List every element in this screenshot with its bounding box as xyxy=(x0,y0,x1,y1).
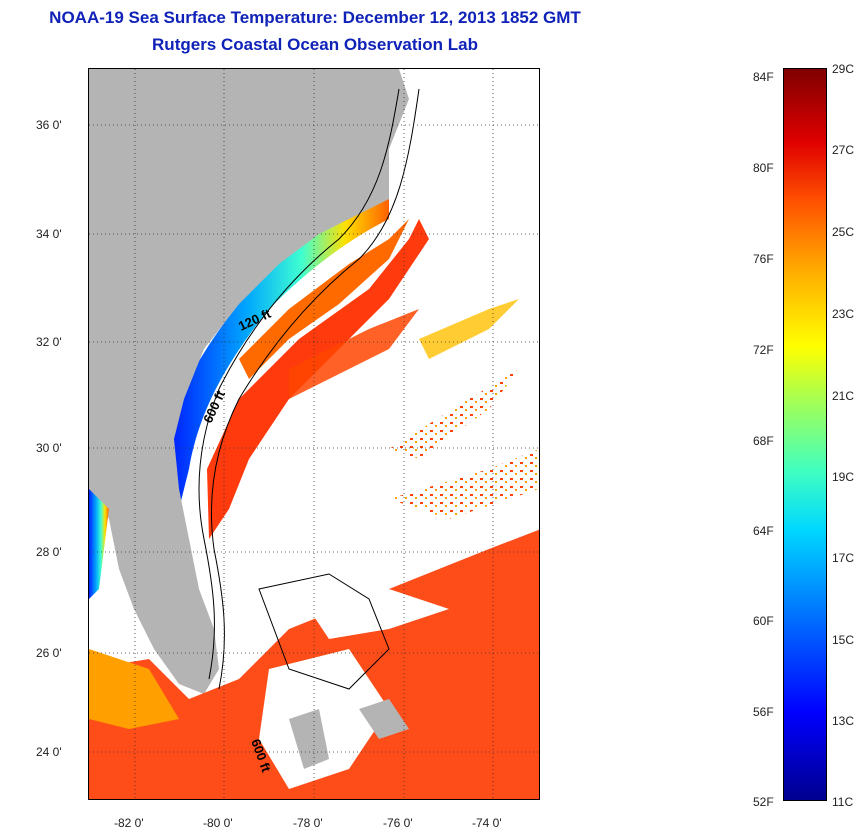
scattered-cloud-gaps-2 xyxy=(389,449,539,519)
cb-label-27c: 27C xyxy=(832,143,855,157)
cb-label-17c: 17C xyxy=(832,551,855,565)
land-bahamas xyxy=(289,709,329,769)
cb-label-84f: 84F xyxy=(753,70,774,84)
lat-tick-28: 28 0' xyxy=(36,545,62,559)
cb-label-23c: 23C xyxy=(832,307,855,321)
lat-tick-30: 30 0' xyxy=(36,441,62,455)
sst-map: 120 ft 600 ft 600 ft xyxy=(88,68,540,800)
lon-tick-80: -80 0' xyxy=(203,816,233,830)
cb-label-21c: 21C xyxy=(832,389,855,403)
gulf-coast-water xyxy=(89,489,109,599)
map-graticule xyxy=(89,69,539,799)
lon-tick-78: -78 0' xyxy=(293,816,323,830)
gulf-stream-core xyxy=(207,219,429,539)
contour-bahamas xyxy=(258,573,390,690)
map-title: NOAA-19 Sea Surface Temperature: Decembe… xyxy=(49,8,581,27)
cb-label-15c: 15C xyxy=(832,633,855,647)
cb-label-11c: 11C xyxy=(832,795,854,809)
lon-tick-76: -76 0' xyxy=(383,816,413,830)
lat-tick-26: 26 0' xyxy=(36,646,62,660)
cb-label-68f: 68F xyxy=(753,434,774,448)
cb-label-56f: 56F xyxy=(753,705,774,719)
cb-label-19c: 19C xyxy=(832,470,855,484)
warm-plume xyxy=(289,309,419,399)
cb-label-76f: 76F xyxy=(753,252,774,266)
contour-600ft xyxy=(210,88,420,690)
cb-label-64f: 64F xyxy=(753,524,774,538)
lat-tick-32: 32 0' xyxy=(36,335,62,349)
cb-label-13c: 13C xyxy=(832,714,855,728)
cloud-gap-south xyxy=(259,649,389,789)
cb-label-80f: 80F xyxy=(753,161,774,175)
lat-tick-34: 34 0' xyxy=(36,227,62,241)
map-subtitle: Rutgers Coastal Ocean Observation Lab xyxy=(152,35,478,54)
cb-label-72f: 72F xyxy=(753,343,774,357)
lon-tick-82: -82 0' xyxy=(114,816,144,830)
cloud-gap-bahamas xyxy=(309,589,449,639)
temperature-colorbar xyxy=(783,68,827,801)
land-island xyxy=(359,699,409,739)
lat-tick-24: 24 0' xyxy=(36,745,62,759)
lon-tick-74: -74 0' xyxy=(472,816,502,830)
gulf-stream-north xyxy=(239,219,409,379)
cb-label-60f: 60F xyxy=(753,614,774,628)
contour-120ft xyxy=(198,88,400,680)
cb-label-52f: 52F xyxy=(753,795,774,809)
sst-map-graphic: 120 ft 600 ft 600 ft xyxy=(89,69,539,799)
scattered-cloud-gaps xyxy=(389,369,519,459)
land-mainland xyxy=(89,69,409,694)
florida-keys-water xyxy=(89,649,179,729)
cb-label-29c: 29C xyxy=(832,62,855,76)
cb-label-25c: 25C xyxy=(832,225,855,239)
warm-fragment xyxy=(419,299,519,359)
lat-tick-36: 36 0' xyxy=(36,118,62,132)
